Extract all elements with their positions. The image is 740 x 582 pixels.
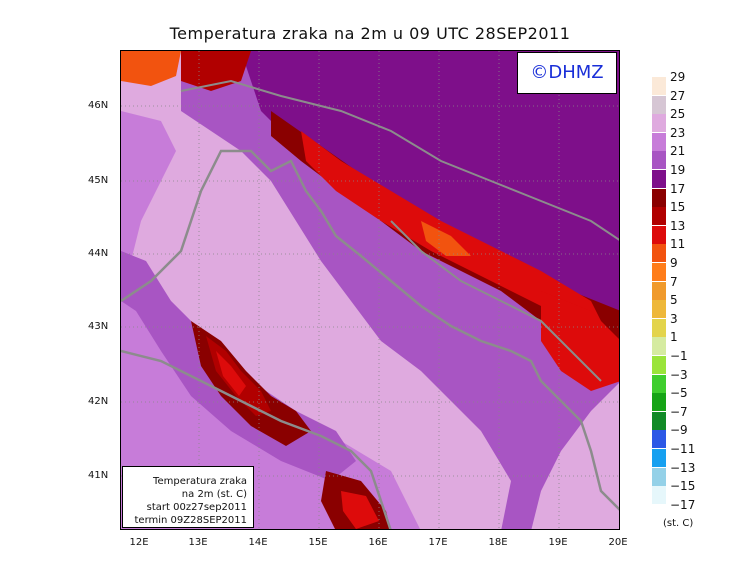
legend-label: 21: [670, 144, 686, 159]
legend-label: −11: [670, 442, 696, 456]
info-line-3: start 00z27sep2011: [146, 502, 247, 513]
info-line-2: na 2m (st. C): [181, 489, 247, 500]
legend-label: −5: [670, 386, 688, 401]
legend-swatch: [652, 300, 666, 319]
legend-label: −13: [670, 460, 696, 475]
legend-label: 23: [670, 125, 686, 140]
legend-swatch: [652, 318, 666, 337]
legend-swatch: [652, 170, 666, 188]
legend-swatch: [652, 374, 666, 393]
dhmz-copyright: ©DHMZ: [517, 52, 617, 94]
legend-label: 25: [670, 107, 686, 122]
legend-swatch: [652, 281, 666, 300]
legend-swatch: [652, 207, 666, 226]
legend-swatch: [652, 225, 666, 244]
legend-label: −15: [670, 479, 696, 494]
legend-label: −3: [670, 367, 688, 382]
info-line-1: Temperatura zraka: [153, 476, 247, 487]
legend-swatch: [652, 486, 666, 505]
legend-label: 5: [670, 293, 678, 308]
legend-label: −17: [670, 497, 696, 512]
legend-swatch: [652, 263, 666, 281]
legend-label: 7: [670, 274, 678, 289]
legend-swatch: [652, 337, 666, 356]
lat-label-42n: 42N: [88, 396, 109, 407]
legend-swatch: [652, 114, 666, 133]
lon-label-15e: 15E: [308, 537, 328, 548]
legend-swatch: [652, 430, 666, 449]
lon-label-14e: 14E: [248, 537, 268, 548]
lon-label-16e: 16E: [368, 537, 388, 548]
border-line: [180, 79, 619, 241]
legend-label: 15: [670, 200, 686, 215]
legend-swatch: [652, 449, 666, 467]
legend-label: 1: [670, 330, 678, 345]
lon-label-12e: 12E: [129, 537, 149, 548]
legend-swatch: [652, 132, 666, 151]
lat-label-46n: 46N: [88, 100, 109, 111]
legend-unit: (st. C): [663, 518, 694, 529]
lat-label-41n: 41N: [88, 470, 109, 481]
border-line-2: [390, 220, 602, 382]
lat-label-45n: 45N: [88, 175, 109, 186]
legend-label: −9: [670, 423, 688, 438]
lon-label-17e: 17E: [428, 537, 448, 548]
lon-label-19e: 19E: [548, 537, 568, 548]
info-box: Temperatura zraka na 2m (st. C) start 00…: [122, 466, 254, 528]
italy-coast: [121, 349, 392, 529]
map-title: Temperatura zraka na 2m u 09 UTC 28SEP20…: [169, 24, 571, 43]
legend-swatch: [652, 356, 666, 374]
legend-label: 17: [670, 181, 686, 196]
lon-label-20e: 20E: [608, 537, 628, 548]
map-area: [120, 50, 620, 530]
legend-label: 11: [670, 237, 686, 252]
montenegro-hot: [541, 291, 619, 391]
legend-swatch: [652, 467, 666, 486]
legend-swatch: [652, 244, 666, 263]
alps-orange: [121, 51, 181, 86]
dinaric-hotter: [301, 131, 601, 321]
lat-label-44n: 44N: [88, 248, 109, 259]
graticule: [121, 51, 619, 529]
legend-swatch: [652, 77, 666, 95]
lat-label-43n: 43N: [88, 321, 109, 332]
legend-label: −7: [670, 404, 688, 419]
legend-label: 3: [670, 311, 678, 326]
legend-swatch: [652, 151, 666, 170]
info-line-4: termin 09Z28SEP2011: [134, 515, 248, 526]
legend-label: 29: [670, 70, 686, 84]
legend-swatch: [652, 188, 666, 207]
italy-land: [121, 111, 176, 281]
legend-label: 13: [670, 218, 686, 233]
legend-label: 27: [670, 88, 686, 103]
calabria-hotter: [341, 491, 379, 529]
legend-swatch: [652, 95, 666, 114]
lon-label-18e: 18E: [488, 537, 508, 548]
legend-label: 19: [670, 163, 686, 177]
legend-swatch: [652, 393, 666, 412]
coastline: [121, 149, 619, 511]
italy-hotter: [216, 351, 246, 396]
legend-label: −1: [670, 349, 688, 363]
legend-swatch: [652, 411, 666, 430]
legend-label: 9: [670, 256, 678, 270]
temperature-field: [121, 51, 619, 529]
dinaric-orange: [421, 221, 471, 256]
lon-label-13e: 13E: [188, 537, 208, 548]
